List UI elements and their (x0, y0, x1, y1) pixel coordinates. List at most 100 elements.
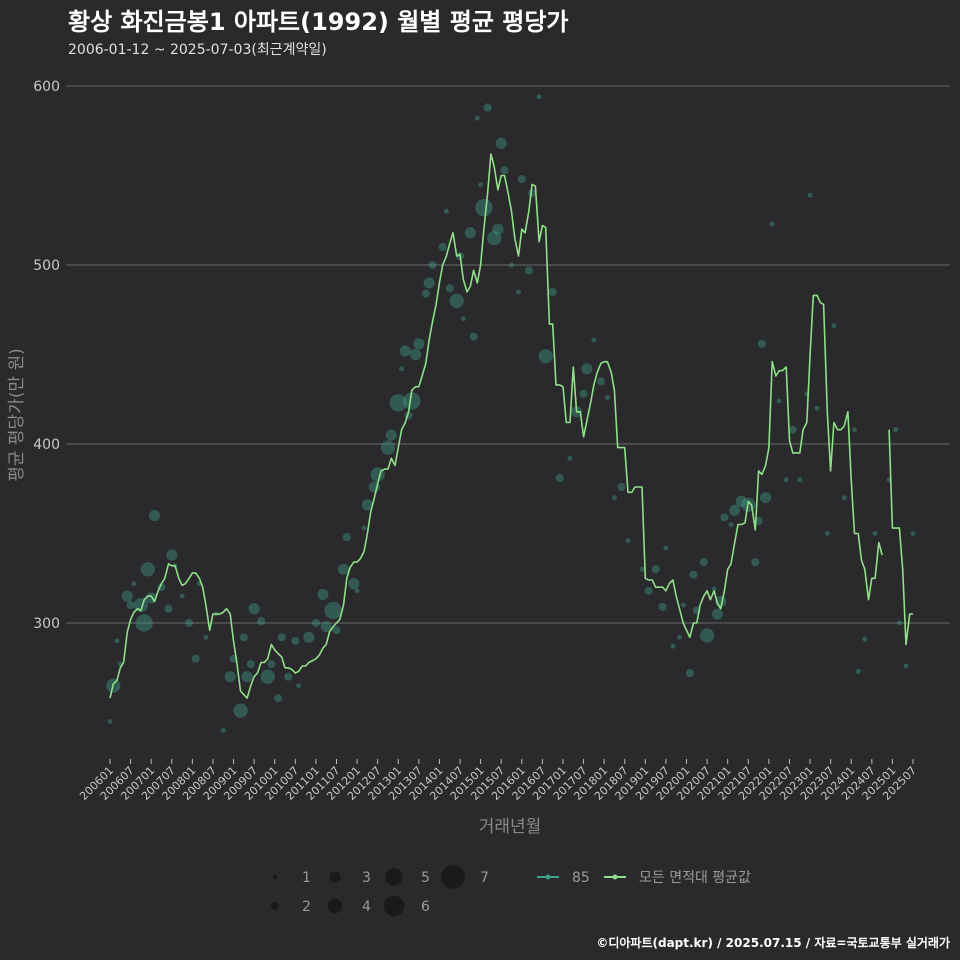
scatter-point (807, 192, 813, 198)
scatter-point (783, 477, 789, 483)
scatter-point (735, 495, 747, 507)
scatter-point (728, 522, 734, 528)
scatter-point (596, 377, 605, 386)
scatter-point (644, 586, 653, 595)
scatter-point (443, 208, 449, 214)
scatter-point (677, 634, 683, 640)
scatter-point (239, 633, 248, 642)
legend-series-label: 모든 면적대 평균값 (639, 870, 751, 886)
scatter-point (824, 531, 830, 536)
scatter-point (797, 477, 803, 483)
y-tick-label: 400 (33, 437, 60, 453)
average-line-series (109, 153, 913, 699)
legend-size-label: 6 (421, 899, 430, 915)
y-axis-label: 평균 평당가(만 원) (7, 348, 27, 482)
scatter-point (776, 398, 782, 404)
scatter-point (413, 338, 425, 350)
scatter-point (751, 558, 760, 567)
scatter-point (903, 663, 909, 669)
scatter-point (246, 660, 255, 669)
scatter-point (348, 578, 360, 590)
scatter-point (185, 618, 194, 628)
scatter-point (121, 590, 133, 602)
scatter-point (536, 94, 542, 100)
scatter-point (689, 570, 698, 579)
scatter-point (361, 499, 373, 511)
scatter-point (699, 628, 715, 643)
scatter-point (179, 593, 185, 599)
scatter-point (203, 634, 209, 640)
scatter-point (166, 549, 178, 561)
scatter-point (474, 115, 480, 121)
scatter-point (260, 669, 275, 684)
legend-size-label: 1 (302, 870, 311, 886)
scatter-point (651, 565, 660, 574)
scatter-point (872, 531, 878, 536)
scatter-point (516, 289, 522, 295)
scatter-point (438, 243, 447, 252)
scatter-point (428, 260, 437, 270)
scatter-point (464, 227, 476, 239)
scatter-point (385, 429, 397, 441)
scatter-point (548, 287, 557, 296)
legend-size-dot (270, 901, 280, 911)
scatter-point (389, 394, 407, 412)
scatter-point (354, 588, 360, 594)
legend-size-dot (385, 868, 403, 886)
scatter-point (257, 617, 266, 626)
scatter-point (579, 389, 588, 398)
scatter-point (625, 538, 631, 544)
scatter-point (409, 348, 422, 361)
legend-size-label: 3 (362, 870, 371, 886)
scatter-point (658, 602, 667, 611)
scatter-point (831, 323, 837, 329)
legend-size-dot (329, 871, 341, 883)
scatter-point (814, 405, 820, 411)
scatter-point (663, 545, 669, 551)
scatter-point (317, 588, 329, 600)
scatter-point (475, 199, 493, 217)
legend-size-label: 7 (480, 870, 489, 886)
scatter-point (720, 513, 729, 522)
legend-size-dot (383, 895, 405, 917)
scatter-point (342, 533, 351, 542)
scatter-point (509, 262, 514, 268)
scatter-point (361, 525, 367, 531)
scatter-point (711, 586, 717, 592)
scatter-point (524, 266, 533, 275)
scatter-point (788, 425, 797, 434)
legend-size-dot (327, 898, 343, 914)
y-tick-label: 300 (33, 616, 60, 632)
y-gridlines (66, 85, 950, 624)
scatter-point (332, 626, 341, 635)
legend-series-dot (545, 874, 551, 880)
scatter-point (500, 166, 509, 175)
scatter-point (604, 394, 610, 400)
scatter-point (233, 703, 248, 718)
scatter-point (449, 293, 464, 308)
scatter-point (303, 631, 315, 643)
scatter-point (445, 284, 454, 293)
scatter-point (423, 277, 435, 289)
average-line (109, 153, 883, 699)
chart-title: 황상 화진금봉1 아파트(1992) 월별 평균 평당가 (68, 8, 569, 36)
scatter-point (131, 581, 137, 587)
scatter-point (273, 694, 283, 703)
scatter-point (241, 671, 253, 683)
scatter-point (699, 558, 708, 567)
scatter-point (114, 638, 120, 644)
scatter-point (685, 669, 694, 678)
x-axis-label: 거래년월 (479, 817, 542, 837)
scatter-point (191, 654, 200, 663)
scatter-point (855, 668, 861, 674)
scatter-point (581, 363, 593, 375)
scatter-point (729, 504, 741, 516)
scatter-point (421, 289, 430, 298)
scatter-point (487, 231, 502, 246)
scatter-point (380, 440, 396, 455)
scatter-point (469, 332, 478, 341)
scatter-point (164, 604, 173, 613)
scatter-point (670, 643, 676, 649)
